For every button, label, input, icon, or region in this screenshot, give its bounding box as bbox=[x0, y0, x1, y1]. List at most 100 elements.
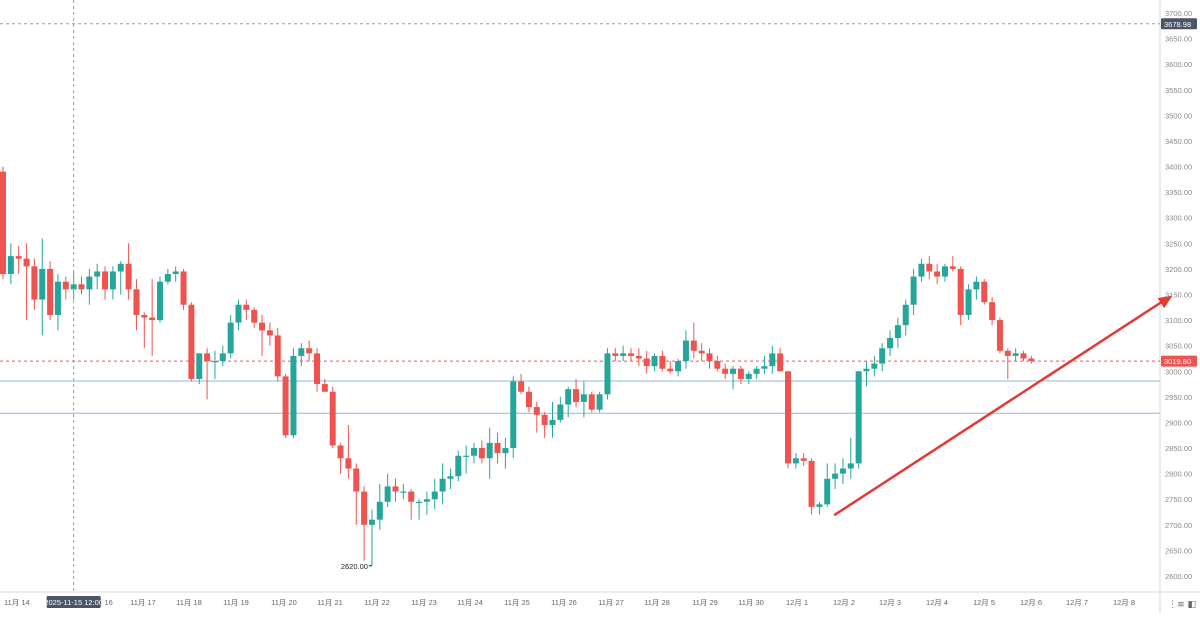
candle-body bbox=[423, 499, 430, 502]
candle-body bbox=[211, 361, 218, 363]
price-tick-label: 2900.00 bbox=[1165, 418, 1192, 427]
candle-body bbox=[596, 394, 603, 410]
candle-body bbox=[23, 258, 30, 267]
price-tick-label: 3700.00 bbox=[1165, 9, 1192, 18]
candle-body bbox=[996, 320, 1003, 351]
candle-body bbox=[902, 304, 909, 326]
candle-body bbox=[431, 491, 438, 500]
low-price-annotation: 2620.00 bbox=[341, 562, 368, 571]
candle-body bbox=[730, 368, 737, 374]
time-tick-label: 11月 30 bbox=[738, 598, 764, 607]
candle-body bbox=[15, 256, 22, 259]
settings-icon[interactable]: ⋮≡ ◧ bbox=[1168, 600, 1196, 610]
candle-body bbox=[204, 353, 211, 362]
price-tick-label: 3000.00 bbox=[1165, 367, 1192, 376]
candle-body bbox=[816, 504, 823, 507]
candle-body bbox=[934, 271, 941, 277]
candle-body bbox=[502, 448, 509, 454]
candle-body bbox=[926, 263, 933, 272]
candle-body bbox=[628, 353, 634, 356]
time-tick-label: 11月 22 bbox=[364, 598, 390, 607]
candle-body bbox=[580, 394, 587, 402]
candle-body bbox=[1020, 353, 1027, 359]
time-tick-label: 11月 19 bbox=[223, 598, 249, 607]
candle-body bbox=[0, 171, 6, 275]
candle-body bbox=[149, 317, 156, 321]
time-tick-label: 11月 21 bbox=[317, 598, 343, 607]
candle-body bbox=[109, 271, 116, 290]
candle-body bbox=[887, 338, 894, 349]
candle-body bbox=[918, 263, 925, 277]
candle-body bbox=[667, 368, 674, 372]
candle-body bbox=[266, 330, 273, 336]
candle-body bbox=[392, 486, 399, 492]
candle-body bbox=[557, 404, 564, 420]
price-tick-label: 2850.00 bbox=[1165, 444, 1192, 453]
candle-body bbox=[769, 353, 776, 367]
candle-body bbox=[376, 501, 383, 520]
candle-body bbox=[785, 371, 791, 464]
candle-body bbox=[361, 491, 368, 525]
time-tick-label: 12月 3 bbox=[879, 598, 901, 607]
candle-body bbox=[329, 391, 336, 446]
candle-body bbox=[1028, 358, 1035, 362]
time-tick-label: 12月 2 bbox=[833, 598, 855, 607]
candle-body bbox=[612, 353, 619, 356]
candle-body bbox=[219, 353, 226, 362]
candle-body bbox=[565, 389, 572, 405]
candle-body bbox=[777, 353, 784, 372]
candle-body bbox=[949, 266, 956, 269]
candle-body bbox=[690, 340, 697, 351]
candle-body bbox=[70, 284, 77, 290]
candle-body bbox=[172, 271, 179, 275]
candle-body bbox=[62, 281, 69, 290]
candle-body bbox=[486, 442, 493, 459]
candle-body bbox=[800, 458, 807, 461]
candle-body bbox=[604, 353, 611, 395]
time-tick-label: 11月 29 bbox=[692, 598, 718, 607]
candle-body bbox=[510, 381, 517, 449]
price-tick-label: 3500.00 bbox=[1165, 111, 1192, 120]
candle-body bbox=[588, 394, 595, 410]
time-tick-label: 12月 5 bbox=[973, 598, 995, 607]
trend-arrow-line bbox=[833, 298, 1166, 516]
candle-body bbox=[290, 355, 297, 436]
candle-body bbox=[541, 414, 548, 426]
time-tick-label: 12月 7 bbox=[1066, 598, 1088, 607]
candle-body bbox=[894, 325, 901, 339]
candle-body bbox=[117, 263, 124, 272]
candle-body bbox=[965, 289, 972, 315]
time-tick-label: 12月 6 bbox=[1020, 598, 1042, 607]
candle-body bbox=[54, 281, 61, 315]
candle-body bbox=[1004, 350, 1011, 356]
candle-body bbox=[706, 353, 713, 362]
candle-body bbox=[31, 266, 38, 300]
candle-body bbox=[188, 304, 195, 379]
time-tick-label: 12月 1 bbox=[786, 598, 808, 607]
price-tick-label: 2950.00 bbox=[1165, 393, 1192, 402]
candle-body bbox=[78, 284, 85, 290]
candle-body bbox=[753, 368, 760, 374]
price-tick-label: 3050.00 bbox=[1165, 342, 1192, 351]
candle-body bbox=[879, 348, 886, 364]
price-tick-label: 3300.00 bbox=[1165, 214, 1192, 223]
candle-body bbox=[714, 361, 721, 369]
price-tick-label: 3450.00 bbox=[1165, 137, 1192, 146]
time-tick-label: 11月 18 bbox=[176, 598, 202, 607]
time-tick-label: 12月 4 bbox=[926, 598, 948, 607]
candle-body bbox=[7, 256, 14, 275]
candle-body bbox=[298, 348, 305, 356]
candle-body bbox=[180, 271, 187, 305]
candle-body bbox=[682, 340, 689, 362]
candle-body bbox=[243, 304, 250, 310]
candle-body bbox=[824, 478, 831, 505]
candle-body bbox=[368, 519, 375, 525]
candle-body bbox=[282, 376, 289, 436]
candle-body bbox=[259, 322, 266, 331]
price-tick-label: 2750.00 bbox=[1165, 495, 1192, 504]
candle-body bbox=[102, 271, 109, 290]
candle-body bbox=[463, 455, 470, 457]
